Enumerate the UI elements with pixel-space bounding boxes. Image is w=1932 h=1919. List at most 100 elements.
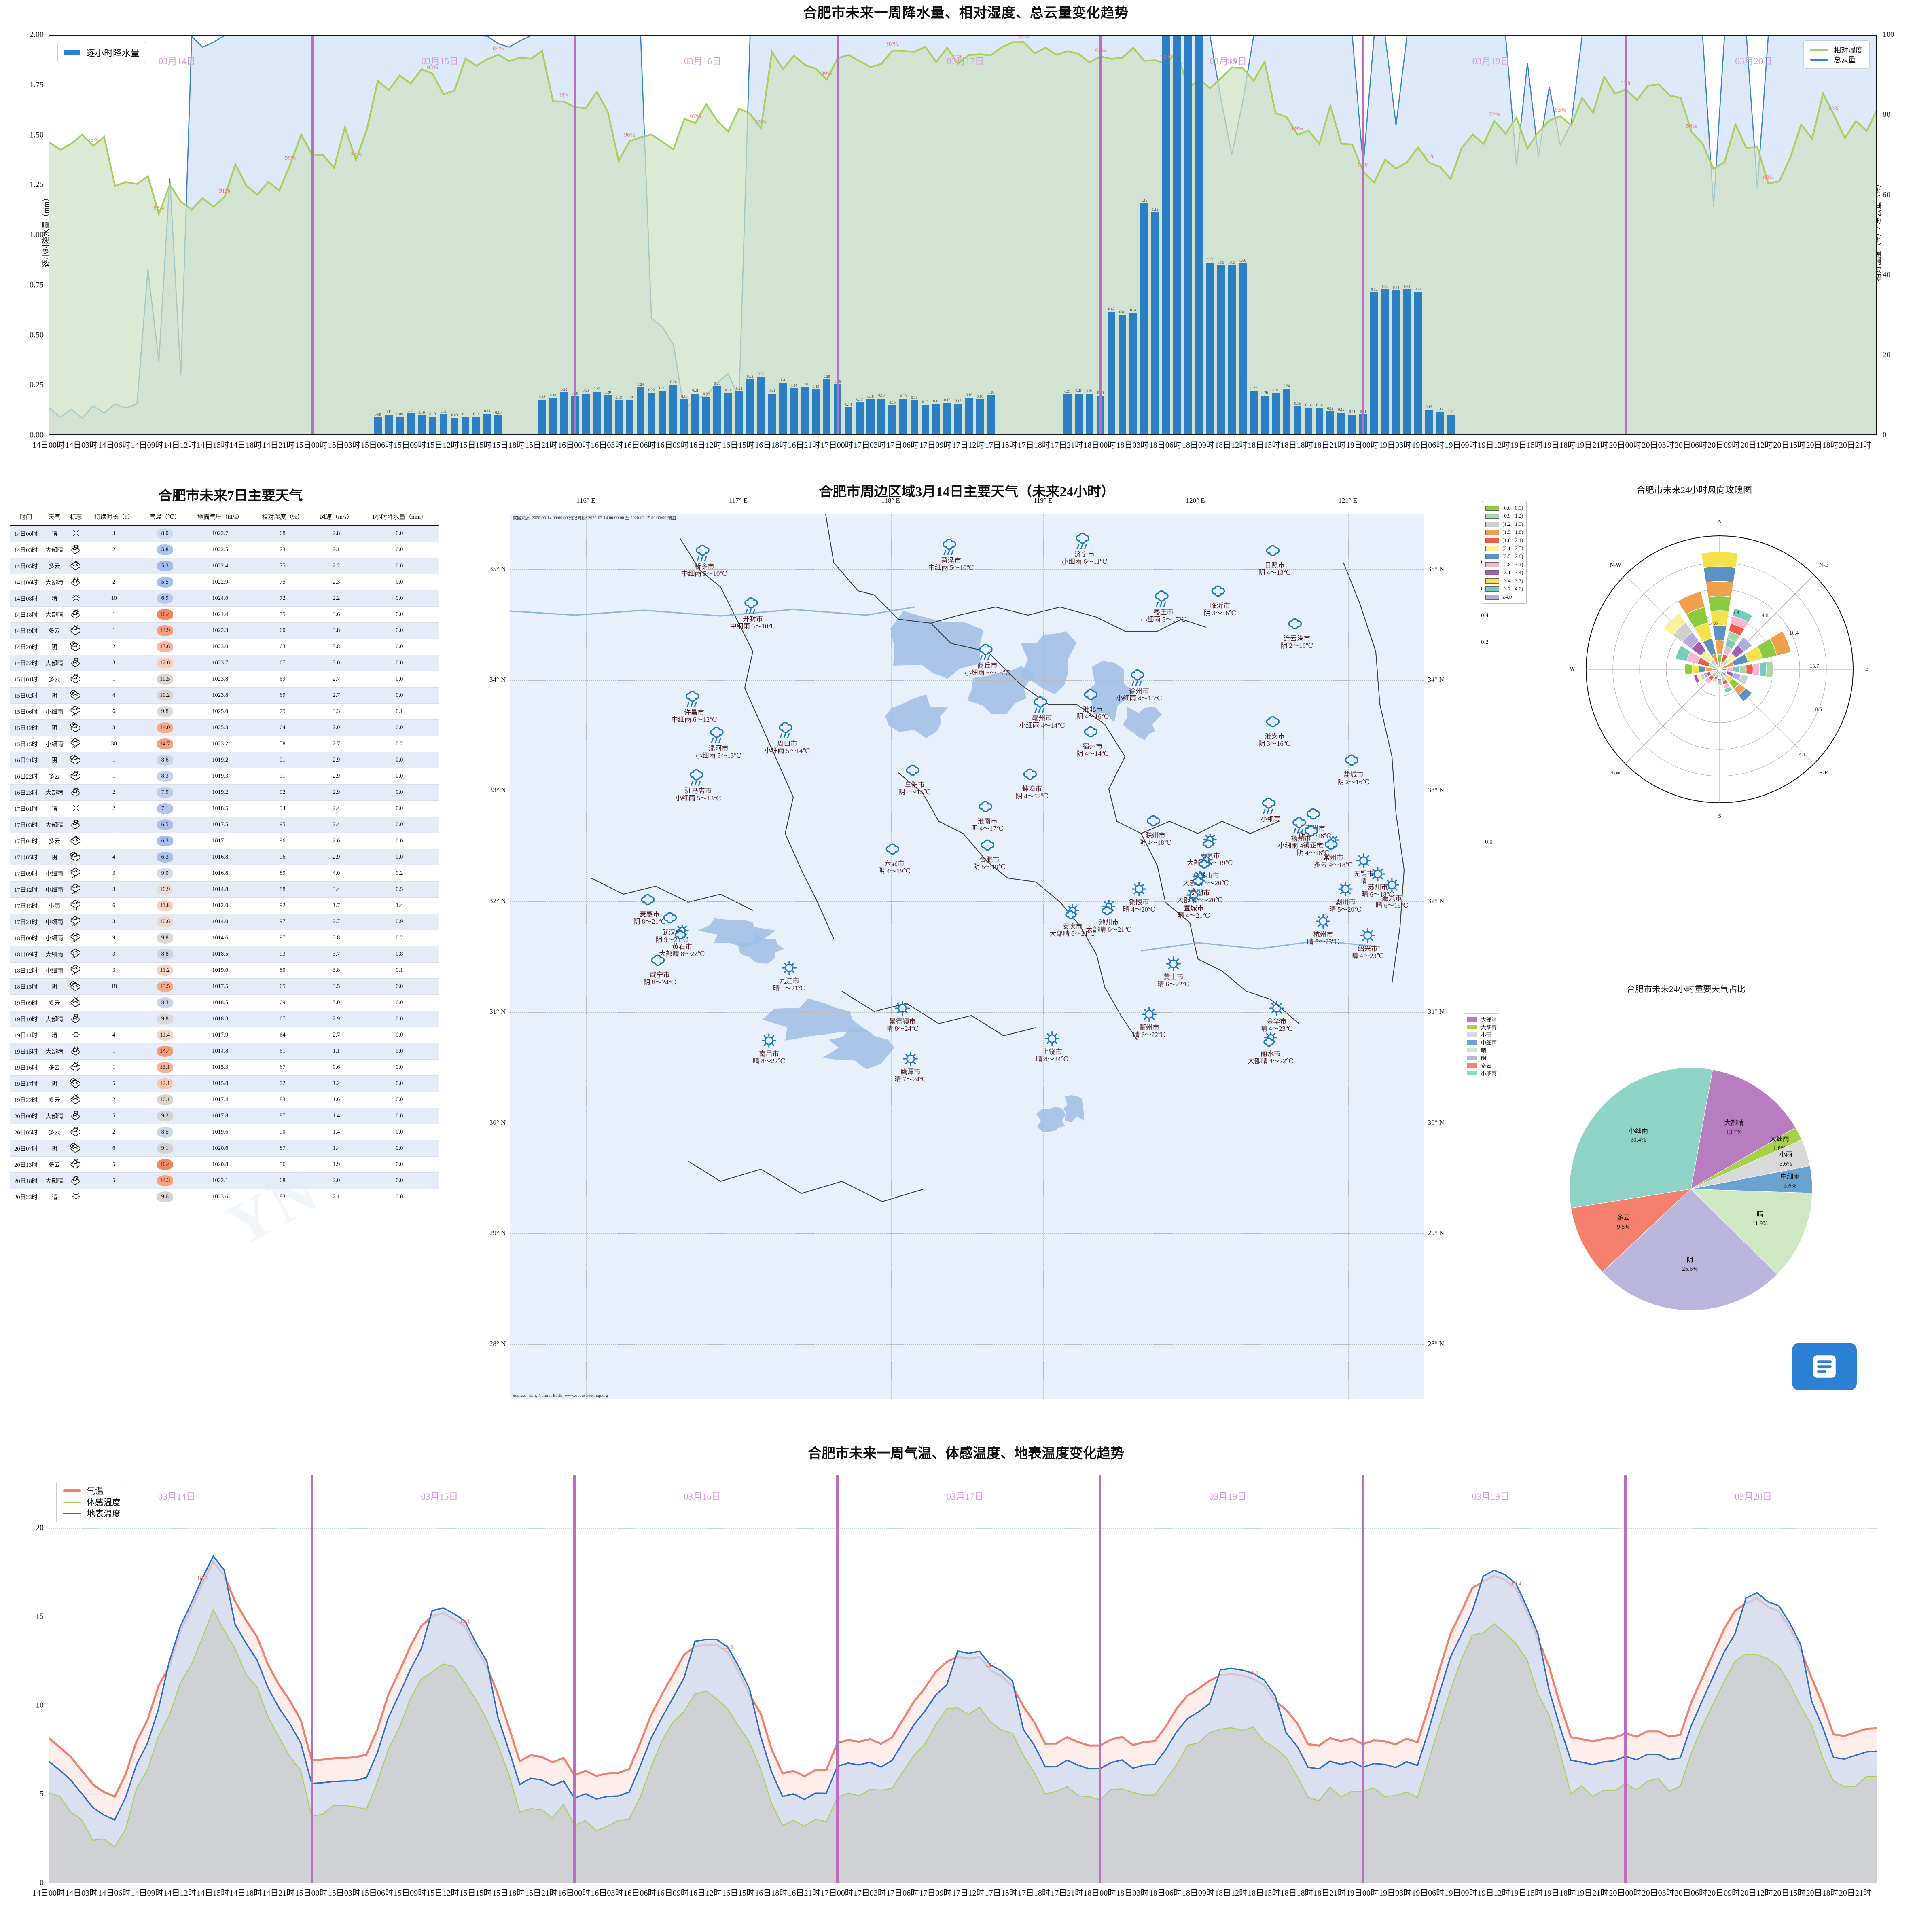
table-row[interactable]: 14日03时 大部晴 2 5.8 1022.5 73 2.1 0.0 bbox=[10, 542, 439, 558]
table-row[interactable]: 19日17时阴 5 12.1 1015.8 72 1.2 0.0 bbox=[10, 1075, 439, 1092]
table-row[interactable]: 19日11时晴 4 11.4 1017.9 64 2.7 0.0 bbox=[10, 1027, 439, 1043]
map-city-marker[interactable]: 蚌埠市阴 4～17℃ bbox=[1016, 767, 1048, 800]
map-city-marker[interactable]: 周口市 小细雨 5～14℃ bbox=[764, 721, 810, 755]
map-city-marker[interactable]: 临沂市阴 3～16℃ bbox=[1204, 584, 1236, 617]
table-row[interactable]: 16日22时 多云 1 8.3 1019.3 91 2.9 0.0 bbox=[10, 768, 439, 785]
map-city-marker[interactable]: 池州市 大部晴 6～21℃ bbox=[1086, 900, 1132, 934]
table-row[interactable]: 18日00时 小细雨 9 9.8 1014.6 97 3.8 0.2 bbox=[10, 930, 439, 946]
map-city-marker[interactable]: 黄石市 大部晴 8～22℃ bbox=[659, 925, 705, 958]
table-row[interactable]: 19日09时 多云 1 8.3 1018.5 69 3.0 0.0 bbox=[10, 994, 439, 1011]
table-row[interactable]: 14日06时 大部晴 2 5.5 1022.9 75 2.3 0.0 bbox=[10, 574, 439, 590]
table-row[interactable]: 17日12时 中细雨 3 10.9 1014.8 88 3.4 0.5 bbox=[10, 881, 439, 898]
map-city-marker[interactable]: 杭州市晴 3～23℃ bbox=[1307, 912, 1339, 946]
table-row[interactable]: 15日01时 多云 1 10.5 1023.8 69 2.7 0.0 bbox=[10, 671, 439, 688]
table-row[interactable]: 17日09时 小细雨 3 9.0 1016.8 89 4.0 0.2 bbox=[10, 865, 439, 882]
table-row[interactable]: 20日05时 多云 2 8.5 1019.6 90 1.4 0.0 bbox=[10, 1124, 439, 1140]
map-city-marker[interactable]: 九江市晴 8～21℃ bbox=[773, 959, 805, 992]
table-row[interactable]: 17日01时晴 2 7.1 1018.5 94 2.4 0.0 bbox=[10, 800, 439, 817]
map-city-marker[interactable]: 嘉兴市晴 6～18℃ bbox=[1376, 876, 1408, 910]
map-city-marker[interactable]: 常州市 多云 4～18℃ bbox=[1314, 836, 1353, 869]
table-row[interactable]: 15日12时阴 3 14.0 1025.3 64 2.0 0.0 bbox=[10, 719, 439, 736]
map-city-marker[interactable]: 铜陵市晴 4～20℃ bbox=[1123, 880, 1155, 914]
table-row[interactable]: 15日02时阴 4 10.2 1023.8 69 2.7 0.0 bbox=[10, 687, 439, 704]
table-row[interactable]: 15日06时 小细雨 6 9.8 1025.0 75 3.3 0.1 bbox=[10, 703, 439, 720]
map-city-marker[interactable]: 滁州市阴 4～18℃ bbox=[1139, 813, 1171, 847]
table-row[interactable]: 17日03时 大部晴 1 6.5 1017.5 95 2.4 0.0 bbox=[10, 817, 439, 833]
table-row[interactable]: 14日18时 大部晴 1 16.4 1021.4 55 3.6 0.0 bbox=[10, 606, 439, 623]
map-city-marker[interactable]: 徐州市 小细雨 4～15℃ bbox=[1116, 669, 1162, 702]
map-city-marker[interactable]: 阜阳市阴 4～15℃ bbox=[898, 763, 931, 796]
map-city-marker[interactable]: 漯河市 小细雨 5～13℃ bbox=[695, 726, 741, 760]
table-row[interactable]: 20日13时 多云 5 16.4 1020.8 56 1.9 0.0 bbox=[10, 1156, 439, 1173]
pie-slice[interactable] bbox=[1690, 1069, 1796, 1189]
map-city-marker[interactable]: 咸宁市阴 8～24℃ bbox=[644, 953, 676, 986]
table-row[interactable]: 14日22时 大部晴 3 12.0 1023.7 67 3.0 0.0 bbox=[10, 655, 439, 671]
map-city-marker[interactable]: 小细雨 bbox=[1259, 797, 1282, 823]
map-city-marker[interactable]: 湖州市晴 5～20℃ bbox=[1329, 880, 1362, 914]
table-row[interactable]: 16日21时阴 1 8.6 1019.2 91 2.9 0.0 bbox=[10, 752, 439, 768]
map-city-marker[interactable]: 六安市阴 4～19℃ bbox=[878, 842, 911, 875]
table-row[interactable]: 17日21时 中细雨 3 10.6 1014.0 97 2.7 0.9 bbox=[10, 914, 439, 930]
map-city-marker[interactable]: 许昌市 中细雨 6～12℃ bbox=[671, 690, 717, 724]
table-row[interactable]: 14日19时 多云 1 14.9 1022.3 60 3.8 0.0 bbox=[10, 622, 439, 639]
table-row[interactable]: 14日00时晴 3 8.0 1022.7 68 2.8 0.0 bbox=[10, 525, 439, 542]
map-city-marker[interactable]: 上饶市晴 8～24℃ bbox=[1036, 1030, 1068, 1063]
map-canvas[interactable]: 数据来源: 2020-03-14 00:00:00 预报时段: 2020-03-… bbox=[510, 514, 1424, 1399]
map-city-marker[interactable]: 南昌市晴 8～22℃ bbox=[753, 1032, 785, 1065]
map-city-marker[interactable]: 菏泽市 中细雨 5～10℃ bbox=[928, 538, 974, 572]
map-city-marker[interactable]: 镇江市阴 4～18℃ bbox=[1297, 823, 1329, 857]
map-city-marker[interactable]: 开封市 中细雨 5～10℃ bbox=[730, 597, 776, 630]
map-city-marker[interactable]: 淮南市阴 4～17℃ bbox=[971, 799, 1004, 833]
map-city-marker[interactable]: 连云港市阴 2～16℃ bbox=[1281, 616, 1313, 650]
map-city-marker[interactable]: 麦感市阴 8～21℃ bbox=[633, 892, 666, 926]
map-city-marker[interactable]: 无锡市晴 bbox=[1352, 852, 1375, 885]
map-city-marker[interactable]: 新乡市 中细雨 5～10℃ bbox=[681, 544, 727, 578]
table-row[interactable]: 18日09时 大细雨 3 8.8 1018.5 93 3.7 0.8 bbox=[10, 946, 439, 963]
table-row[interactable]: 19日15时 大部晴 1 14.4 1014.8 61 1.1 0.0 bbox=[10, 1043, 439, 1060]
map-city-marker[interactable]: 苏州市晴 6～18℃ bbox=[1362, 865, 1394, 899]
map-city-marker[interactable]: 宿州市阴 4～14℃ bbox=[1076, 724, 1109, 758]
map-city-marker[interactable]: 衢州市晴 6～22℃ bbox=[1133, 1005, 1165, 1039]
map-city-marker[interactable]: 济宁市 小细雨 6～11℃ bbox=[1062, 532, 1107, 566]
map-city-marker[interactable]: 驻马店市 小细雨 5～13℃ bbox=[675, 769, 721, 802]
pie-slice[interactable] bbox=[1690, 1189, 1813, 1275]
map-city-marker[interactable]: 淮安市阴 3～16℃ bbox=[1258, 714, 1291, 748]
map-city-marker[interactable]: 商丘市 小细雨 6～15℃ bbox=[964, 643, 1010, 677]
table-row[interactable]: 20日00时 大部晴 5 9.2 1017.8 87 1.4 0.0 bbox=[10, 1108, 439, 1124]
table-row[interactable]: 18日15时阴 18 13.5 1017.5 65 3.5 0.0 bbox=[10, 978, 439, 995]
map-city-marker[interactable]: 绍兴市晴 4～23℃ bbox=[1352, 927, 1384, 960]
pie-slice[interactable] bbox=[1569, 1067, 1713, 1208]
map-city-marker[interactable]: 亳州市 小细雨 4～14℃ bbox=[1019, 696, 1065, 730]
table-row[interactable]: 17日04时 多云 1 6.3 1017.1 96 2.6 0.0 bbox=[10, 833, 439, 849]
map-city-marker[interactable]: 安庆市 大部晴 6～21℃ bbox=[1049, 904, 1095, 938]
map-city-marker[interactable]: 景德镇市晴 8～24℃ bbox=[886, 999, 919, 1033]
table-row[interactable]: 19日22时 多云 2 10.1 1017.4 83 1.6 0.0 bbox=[10, 1092, 439, 1108]
map-city-marker[interactable]: 黄山市晴 6～22℃ bbox=[1157, 955, 1190, 988]
table-row[interactable]: 17日05时阴 4 6.3 1016.8 96 2.9 0.0 bbox=[10, 849, 439, 865]
map-city-marker[interactable]: 扬州市 小细雨 4～18℃ bbox=[1278, 817, 1324, 850]
table-row[interactable]: 14日20时阴 2 13.6 1023.0 63 3.8 0.0 bbox=[10, 639, 439, 655]
table-row[interactable]: 20日23时晴 1 9.6 1023.6 83 2.1 0.0 bbox=[10, 1189, 439, 1205]
table-row[interactable]: 20日18时 大部晴 5 14.3 1022.1 68 2.0 0.0 bbox=[10, 1172, 439, 1189]
map-city-marker[interactable]: 日照市阴 4～13℃ bbox=[1258, 543, 1291, 577]
table-row[interactable]: 14日08时晴 10 6.9 1024.0 72 2.2 0.0 bbox=[10, 590, 439, 607]
map-city-marker[interactable]: 合肥市阴 5～19℃ bbox=[973, 838, 1006, 871]
map-city-marker[interactable]: 金华市晴 4～23℃ bbox=[1260, 999, 1293, 1033]
map-city-marker[interactable]: 盐城市阴 2～16℃ bbox=[1337, 753, 1370, 786]
map-city-marker[interactable]: 丽水市 大部晴 4～22℃ bbox=[1248, 1032, 1294, 1065]
table-row[interactable]: 18日12时 小细雨 3 11.2 1019.0 80 3.8 0.1 bbox=[10, 962, 439, 979]
report-button[interactable] bbox=[1792, 1343, 1857, 1390]
table-row[interactable]: 17日15时 小雨 6 11.8 1012.0 92 1.7 1.4 bbox=[10, 897, 439, 914]
pie-slice[interactable] bbox=[1571, 1189, 1692, 1273]
table-row[interactable]: 20日07时阴 6 9.1 1020.6 87 1.4 0.0 bbox=[10, 1140, 439, 1157]
map-city-marker[interactable]: 宣城市晴 4～21℃ bbox=[1178, 886, 1210, 920]
map-city-marker[interactable]: 枣庄市 小细雨 5～17℃ bbox=[1140, 590, 1186, 624]
table-row[interactable]: 16日23时 大部晴 2 7.9 1019.2 92 2.9 0.0 bbox=[10, 784, 439, 801]
table-row[interactable]: 19日16时 多云 1 13.1 1015.3 67 0.6 0.0 bbox=[10, 1059, 439, 1076]
table-row[interactable]: 19日10时 大部晴 1 9.8 1018.3 67 2.9 0.0 bbox=[10, 1011, 439, 1027]
pie-slice[interactable] bbox=[1602, 1189, 1777, 1311]
map-city-marker[interactable]: 鹰潭市晴 7～24℃ bbox=[894, 1050, 927, 1083]
map-city-marker[interactable]: 芜湖市 大部晴 5～20℃ bbox=[1177, 871, 1223, 904]
table-row[interactable]: 14日05时 多云 1 5.3 1022.4 75 2.2 0.0 bbox=[10, 558, 439, 574]
table-row[interactable]: 15日15时 小细雨 30 14.7 1023.2 58 2.7 0.2 bbox=[10, 736, 439, 752]
